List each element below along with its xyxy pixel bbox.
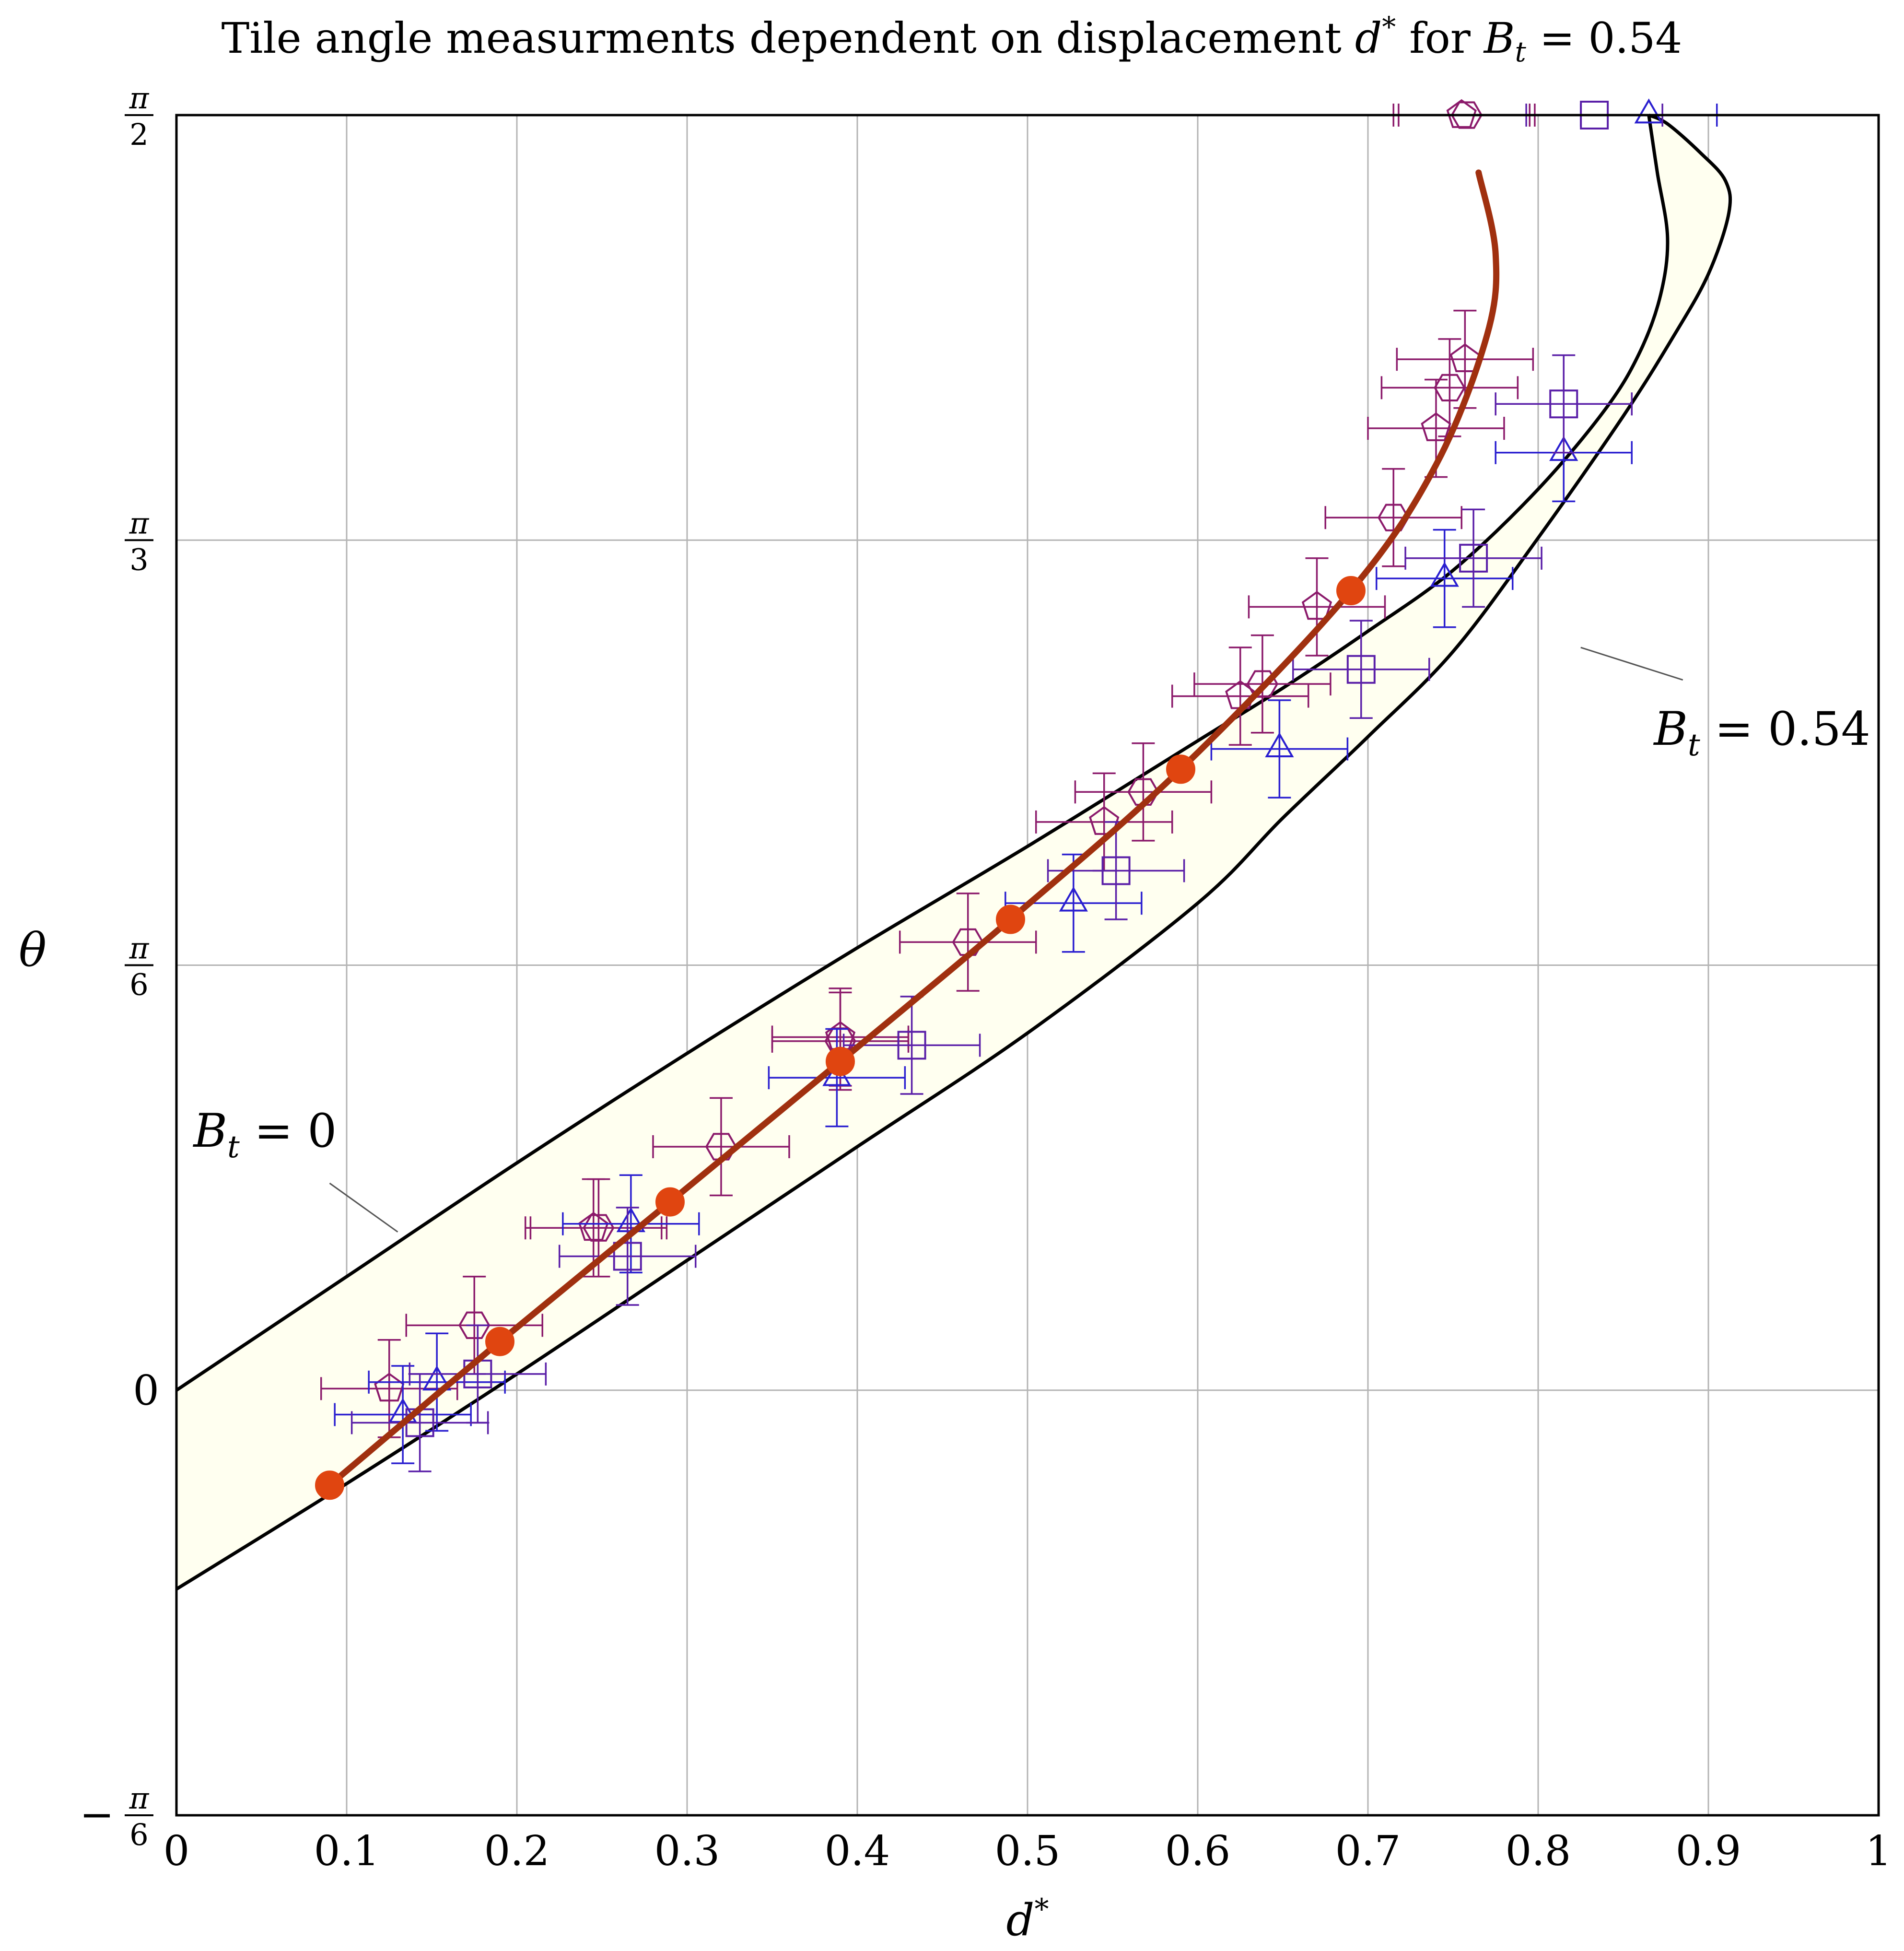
square-marker [1101, 856, 1131, 885]
pentagon-marker [1089, 806, 1120, 835]
y-axis-label: θ [19, 924, 47, 977]
chart-title-suffix: = 0.54 [1526, 13, 1682, 63]
fit-group [315, 169, 1500, 1500]
fit-point [1336, 576, 1366, 606]
y-tick-num: π [129, 505, 150, 541]
triangle-marker [1265, 732, 1294, 757]
hexagon-marker [705, 1133, 737, 1161]
annotation-pointer [1580, 646, 1683, 681]
x-tick-label: 0.7 [1335, 1827, 1401, 1875]
x-tick-label: 0.2 [484, 1827, 550, 1875]
fit-point [826, 1046, 855, 1076]
triangle-marker [1059, 886, 1088, 912]
y-tick-den: 6 [129, 967, 148, 1002]
fit-point [315, 1470, 344, 1500]
x-tick-label: 0.1 [314, 1827, 380, 1875]
x-axis-label: d* [1006, 1892, 1049, 1946]
y-tick-label-fraction: π6 [125, 931, 153, 1002]
y-tick-num: π [129, 1781, 150, 1816]
square-marker [1459, 543, 1488, 573]
y-tick-den: 2 [129, 117, 148, 152]
chart-title-b: B [1483, 13, 1515, 63]
annotation-var: B [193, 1104, 228, 1158]
x-tick-label: 0.3 [654, 1827, 720, 1875]
chart-title-prefix: Tile angle measurments dependent on disp… [222, 13, 1355, 63]
chart-title-mid: for [1396, 13, 1484, 63]
hexagon-marker [583, 1214, 615, 1242]
annotations-group: Bt = 0Bt = 0.54 [193, 646, 1870, 1233]
y-tick-den: 3 [129, 542, 148, 577]
annotation-pointer [329, 1182, 398, 1233]
triangle-marker [422, 1365, 452, 1391]
chart-title-d-sup: * [1382, 11, 1396, 43]
fit-point [996, 905, 1025, 934]
fit-point [485, 1327, 514, 1356]
hexagon-marker [458, 1311, 491, 1340]
band-edge-bt0 [175, 115, 1670, 1392]
x-tick-label: 1 [1866, 1827, 1892, 1875]
triangle-marker [1430, 562, 1459, 587]
band-group [175, 113, 1732, 1591]
chart-title-b-sub: t [1515, 35, 1526, 68]
annotation-var: B [1653, 702, 1688, 756]
y-tick-sign: − [80, 1791, 114, 1839]
series-group [320, 98, 1718, 1472]
square-marker [1346, 655, 1376, 684]
x-tick-label: 0.8 [1506, 1827, 1571, 1875]
annotation-label: Bt = 0 [193, 1104, 337, 1165]
y-tick-label: 0 [133, 1367, 159, 1415]
fit-line [327, 169, 1500, 1489]
chart-title-d: d [1355, 13, 1382, 63]
fit-point [655, 1187, 685, 1217]
annotation-rest: = 0 [240, 1104, 337, 1158]
y-tick-label-fraction: π3 [125, 505, 153, 577]
plot-frame [175, 114, 1880, 1817]
square-marker [613, 1242, 642, 1271]
x-tick-label: 0.5 [995, 1827, 1061, 1875]
hexagon-marker [1434, 374, 1466, 402]
band-edge-bt054 [175, 113, 1732, 1591]
triangle-marker [1634, 98, 1663, 124]
triangle-marker [1549, 435, 1578, 461]
y-tick-num: π [129, 81, 150, 116]
plot-frame-group [175, 114, 1880, 1817]
x-tick-label: 0.9 [1676, 1827, 1741, 1875]
chart-title: Tile angle measurments dependent on disp… [222, 11, 1682, 68]
chart-title-group: Tile angle measurments dependent on disp… [222, 11, 1682, 68]
x-axis-label-sup: * [1034, 1892, 1049, 1926]
hexagon-marker [1246, 670, 1279, 698]
pentagon-marker [1421, 412, 1451, 441]
y-tick-den: 6 [129, 1817, 148, 1852]
annotation-sub: t [227, 1129, 240, 1165]
fit-point [1166, 754, 1195, 784]
y-tick-label-fraction: π2 [125, 81, 153, 152]
annotation-rest: = 0.54 [1700, 702, 1870, 756]
y-tick-label-fraction: − π6 [80, 1781, 153, 1852]
x-tick-label: 0 [164, 1827, 190, 1875]
band-fill [176, 115, 1729, 1589]
annotation-sub: t [1688, 728, 1700, 763]
square-marker [1549, 389, 1578, 419]
pentagon-marker [1301, 591, 1332, 620]
y-tick-num: π [129, 931, 150, 966]
axis-labels-group: d* θ [19, 924, 1049, 1946]
square-marker [897, 1031, 926, 1060]
hexagon-marker [1127, 778, 1159, 806]
hexagon-marker [952, 928, 984, 956]
x-tick-label: 0.6 [1165, 1827, 1231, 1875]
x-axis-label-var: d [1006, 1894, 1035, 1946]
pentagon-marker [1449, 343, 1480, 373]
x-tick-label: 0.4 [825, 1827, 890, 1875]
annotation-label: Bt = 0.54 [1653, 702, 1870, 763]
